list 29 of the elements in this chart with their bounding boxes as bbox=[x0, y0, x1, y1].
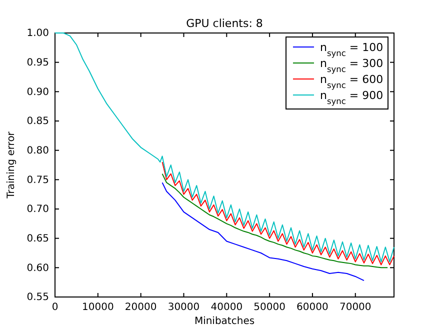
y-tick-label: 0.55 bbox=[26, 292, 49, 304]
x-tick-label: 60000 bbox=[296, 302, 328, 314]
x-tick-label: 50000 bbox=[254, 302, 286, 314]
y-tick-label: 0.85 bbox=[26, 116, 49, 128]
y-tick-label: 0.90 bbox=[26, 86, 49, 98]
x-tick-label: 70000 bbox=[339, 302, 372, 314]
y-tick-label: 0.95 bbox=[26, 58, 49, 69]
legend-label: n$_{sync}$ = 100 bbox=[320, 41, 384, 58]
x-axis-title: Minibatches bbox=[194, 316, 255, 327]
y-tick-label: 0.80 bbox=[26, 146, 49, 157]
y-axis-title: Training error bbox=[6, 130, 17, 200]
line-series bbox=[162, 182, 364, 282]
y-tick-label: 1.00 bbox=[26, 28, 49, 40]
x-tick-label: 40000 bbox=[210, 302, 243, 314]
y-tick-label: 0.65 bbox=[26, 234, 49, 245]
x-tick-label: 0 bbox=[52, 302, 58, 314]
x-tick-label: 20000 bbox=[124, 302, 157, 314]
line-series bbox=[54, 32, 394, 262]
x-tick-label: 30000 bbox=[168, 302, 200, 314]
line-series bbox=[162, 162, 394, 266]
y-tick-label: 0.70 bbox=[26, 204, 49, 216]
line-series bbox=[162, 173, 388, 268]
legend-label: n$_{sync}$ = 300 bbox=[320, 57, 384, 74]
y-tick-label: 0.60 bbox=[26, 262, 49, 274]
legend-label: n$_{sync}$ = 600 bbox=[320, 73, 384, 90]
legend-label: n$_{sync}$ = 900 bbox=[320, 89, 384, 106]
x-tick-label: 10000 bbox=[82, 302, 114, 314]
chart-title: GPU clients: 8 bbox=[186, 17, 263, 30]
y-tick-label: 0.75 bbox=[26, 174, 49, 186]
